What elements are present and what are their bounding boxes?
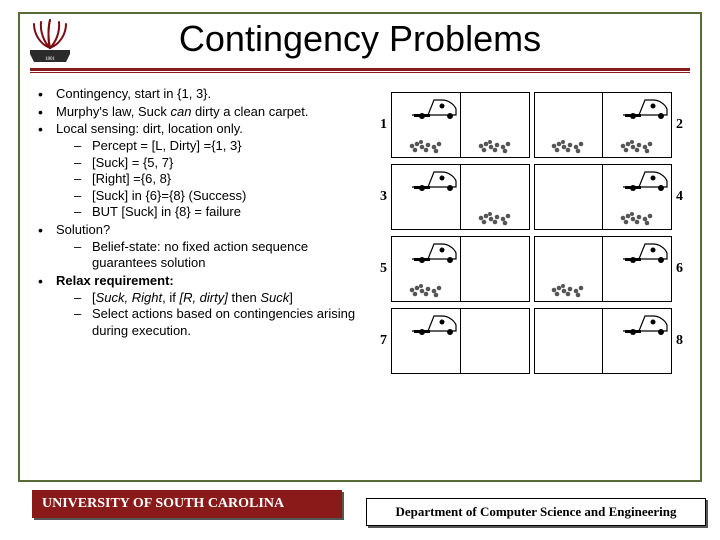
content-area: Contingency, start in {1, 3}. Murphy's l… xyxy=(36,86,690,528)
bullet-4: Solution? Belief-state: no fixed action … xyxy=(36,222,363,272)
title-underline xyxy=(30,68,690,73)
panel-8 xyxy=(534,308,673,374)
b5s1-d: [R, dirty] xyxy=(179,290,227,305)
bullet-2-em: can xyxy=(170,104,191,119)
panel-number-2: 2 xyxy=(676,117,683,133)
panel-number-6: 6 xyxy=(676,261,683,277)
panel-number-3: 3 xyxy=(380,189,387,205)
panel-number-7: 7 xyxy=(380,333,387,349)
bullet-2-post: dirty a clean carpet. xyxy=(191,104,308,119)
b5s1-b: Suck, Right xyxy=(96,290,162,305)
panel-5 xyxy=(391,236,530,302)
bullet-5-sub1: [Suck, Right, if [R, dirty] then Suck] xyxy=(74,290,363,307)
bullet-3-sub2: [Suck] = {5, 7} xyxy=(74,155,363,172)
b5s1-e: then xyxy=(228,290,261,305)
bullet-3-text: Local sensing: dirt, location only. xyxy=(56,121,243,136)
panel-3 xyxy=(391,164,530,230)
footer-university: UNIVERSITY OF SOUTH CAROLINA xyxy=(32,490,342,518)
panel-2 xyxy=(534,92,673,158)
bullet-3-sub5: BUT [Suck] in {8} = failure xyxy=(74,204,363,221)
panel-7 xyxy=(391,308,530,374)
bullet-3: Local sensing: dirt, location only. Perc… xyxy=(36,121,363,221)
bullet-2-pre: Murphy's law, Suck xyxy=(56,104,170,119)
panel-number-4: 4 xyxy=(676,189,683,205)
slide-title: Contingency Problems xyxy=(0,18,720,60)
b5s1-c: , if xyxy=(162,290,179,305)
footer-department: Department of Computer Science and Engin… xyxy=(366,498,706,526)
panel-number-8: 8 xyxy=(676,333,683,349)
vacuum-world-figure: 1 2 3 4 5 xyxy=(363,86,690,528)
bullet-3-sub4: [Suck] in {6}={8} (Success) xyxy=(74,188,363,205)
panel-4 xyxy=(534,164,673,230)
bullet-3-sub1: Percept = [L, Dirty] ={1, 3} xyxy=(74,138,363,155)
bullet-list: Contingency, start in {1, 3}. Murphy's l… xyxy=(36,86,363,528)
panel-number-1: 1 xyxy=(380,117,387,133)
b5s1-g: ] xyxy=(289,290,293,305)
bullet-4-sub1: Belief-state: no fixed action sequence g… xyxy=(74,239,363,272)
bullet-5-text: Relax requirement: xyxy=(56,273,174,288)
panel-1 xyxy=(391,92,530,158)
panel-6 xyxy=(534,236,673,302)
bullet-5: Relax requirement: [Suck, Right, if [R, … xyxy=(36,273,363,340)
b5s1-f: Suck xyxy=(260,290,289,305)
bullet-3-sub3: [Right] ={6, 8} xyxy=(74,171,363,188)
bullet-2: Murphy's law, Suck can dirty a clean car… xyxy=(36,104,363,121)
panel-number-5: 5 xyxy=(380,261,387,277)
bullet-5-sub2: Select actions based on contingencies ar… xyxy=(74,306,363,339)
bullet-4-text: Solution? xyxy=(56,222,110,237)
bullet-1: Contingency, start in {1, 3}. xyxy=(36,86,363,103)
